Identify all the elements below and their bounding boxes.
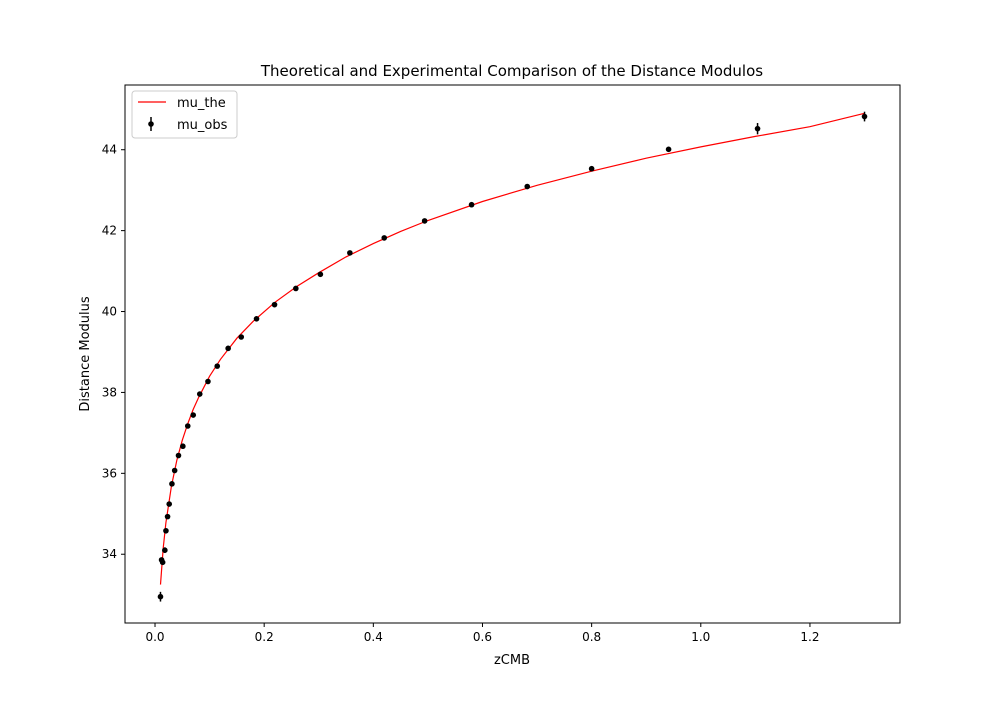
y-tick-label: 38 xyxy=(102,385,117,399)
x-axis-ticks: 0.0 0.2 0.4 0.6 0.8 1.0 1.2 xyxy=(145,623,819,644)
data-point-mu-obs xyxy=(214,363,221,369)
data-point-mu-obs xyxy=(861,113,868,120)
data-point-mu-obs xyxy=(421,218,428,224)
legend-label-mu-obs: mu_obs xyxy=(177,118,228,133)
data-point-mu-obs xyxy=(190,412,197,418)
legend-label-mu-the: mu_the xyxy=(177,96,226,111)
x-tick-label: 0.6 xyxy=(473,630,492,644)
data-point-mu-obs xyxy=(157,593,164,600)
data-point-mu-obs xyxy=(164,513,171,520)
series-line-mu-the xyxy=(159,112,865,585)
data-point-mu-obs xyxy=(171,467,178,474)
data-point-mu-obs xyxy=(169,481,175,487)
data-point-mu-obs xyxy=(381,235,388,241)
x-tick-label: 0.8 xyxy=(582,630,601,644)
data-point-mu-obs xyxy=(163,527,169,534)
y-tick-label: 44 xyxy=(102,143,117,157)
legend-box xyxy=(131,90,238,139)
x-tick-label: 0.4 xyxy=(364,630,383,644)
data-point-mu-obs xyxy=(196,391,203,397)
x-tick-label: 0.0 xyxy=(145,630,164,644)
data-point-mu-obs xyxy=(166,501,173,507)
data-point-mu-obs xyxy=(253,316,260,322)
y-tick-label: 40 xyxy=(102,305,117,319)
data-point-mu-obs xyxy=(225,345,231,352)
data-point-mu-obs xyxy=(665,146,672,153)
data-point-mu-obs xyxy=(238,334,245,340)
x-axis-label: zCMB xyxy=(494,653,530,668)
y-tick-label: 36 xyxy=(102,466,117,480)
legend-point-marker xyxy=(148,121,154,127)
y-tick-label: 34 xyxy=(102,547,117,561)
data-point-mu-obs xyxy=(159,559,166,566)
data-point-mu-obs xyxy=(347,250,353,256)
data-point-mu-obs xyxy=(588,165,595,172)
data-point-mu-obs xyxy=(175,452,182,459)
series-layer xyxy=(157,111,868,602)
data-point-mu-obs xyxy=(293,285,299,292)
data-point-mu-obs xyxy=(162,547,168,553)
data-point-mu-obs xyxy=(271,301,278,308)
data-point-mu-obs xyxy=(468,201,475,208)
plot-frame xyxy=(124,84,901,624)
y-tick-label: 42 xyxy=(102,224,117,238)
y-axis-ticks: 34 36 38 40 42 44 xyxy=(102,143,125,561)
x-tick-label: 1.0 xyxy=(691,630,710,644)
data-point-mu-obs xyxy=(317,271,324,278)
x-tick-label: 0.2 xyxy=(255,630,274,644)
data-point-mu-obs xyxy=(180,443,186,450)
y-axis-label: Distance Modulus xyxy=(78,296,93,411)
chart-title: Theoretical and Experimental Comparison … xyxy=(260,62,763,80)
x-tick-label: 1.2 xyxy=(800,630,819,644)
data-point-mu-obs xyxy=(184,423,191,429)
data-point-mu-obs xyxy=(754,125,761,132)
data-point-mu-obs xyxy=(205,378,211,385)
data-point-mu-obs xyxy=(524,183,531,190)
legend: mu_the mu_obs xyxy=(131,90,238,139)
